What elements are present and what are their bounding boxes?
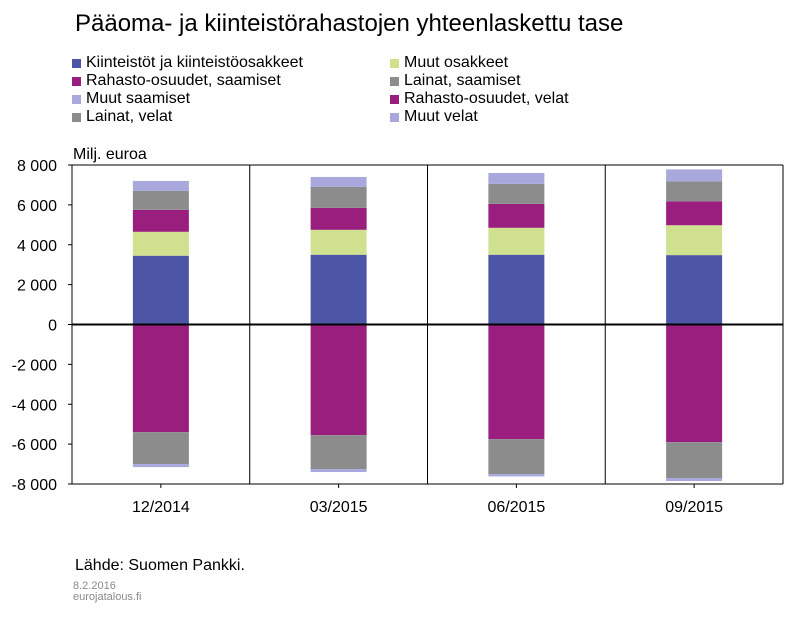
bar-segment [488,183,545,204]
legend-item: Lainat, velat [72,108,172,126]
source-note: Lähde: Suomen Pankki. [75,557,245,574]
bar-segment [488,439,545,475]
legend-swatch [390,58,399,68]
y-tick-label: 0 [48,318,57,335]
legend-label: Muut saamiset [86,90,191,107]
bar-segment [666,201,723,226]
bar-segment [666,324,723,443]
legend-swatch [72,112,81,122]
y-axis-label: Milj. euroa [73,146,147,163]
x-tick-label: 06/2015 [487,499,545,516]
bar-segment [488,172,545,184]
chart-title: Pääoma- ja kiinteistörahastojen yhteenla… [75,10,624,37]
x-tick-label: 12/2014 [132,499,190,516]
bar-segment [310,186,367,208]
bar-segment [666,225,723,256]
legend-swatch [72,94,81,104]
y-tick-label: -8 000 [12,477,57,494]
legend-label: Rahasto-osuudet, saamiset [86,72,281,89]
legend-label: Rahasto-osuudet, velat [404,90,569,107]
bar-segment [310,207,367,230]
legend-swatch [72,58,81,68]
bar-segment [488,227,545,255]
bar-segment [132,209,189,232]
y-tick-label: -6 000 [12,437,57,454]
bar-segment [132,231,189,256]
y-tick-label: -4 000 [12,397,57,414]
legend-item: Lainat, saamiset [390,72,521,90]
legend-swatch [390,76,399,86]
legend-label: Muut velat [404,108,478,125]
bar-segment [488,324,545,440]
legend-swatch [390,112,399,122]
legend-item: Muut velat [390,108,478,126]
legend-item: Kiinteistöt ja kiinteistöosakkeet [72,54,303,72]
legend-label: Muut osakkeet [404,54,509,71]
y-tick-label: -2 000 [12,357,57,374]
bar-segment [310,435,367,470]
legend-item: Rahasto-osuudet, saamiset [72,72,281,90]
bar-segment [310,324,367,436]
bar-segment [488,203,545,228]
legend-label: Lainat, saamiset [404,72,521,89]
y-tick-label: 6 000 [17,198,57,215]
y-tick-label: 2 000 [17,278,57,295]
x-tick-label: 03/2015 [310,499,368,516]
x-tick-label: 09/2015 [665,499,723,516]
legend-swatch [390,94,399,104]
bar-segment [666,478,723,482]
legend-swatch [72,76,81,86]
bar-segment [310,229,367,255]
bar-segment [132,432,189,465]
footer-site: eurojatalous.fi [73,591,142,603]
legend-label: Lainat, velat [86,108,173,125]
bar-segment [488,254,545,325]
y-tick-label: 8 000 [17,158,57,175]
bar-segment [666,169,723,182]
legend-label: Kiinteistöt ja kiinteistöosakkeet [86,54,303,71]
legend-item: Muut saamiset [72,90,190,108]
footer-date: 8.2.2016 [73,580,116,592]
bar-segment [666,181,723,202]
bar-segment [666,442,723,479]
bar-segment [666,255,723,325]
bar-segment [132,324,189,433]
bar-segment [310,254,367,325]
legend-item: Muut osakkeet [390,54,508,72]
bar-segment [488,474,545,477]
bar-segment [132,255,189,325]
y-tick-label: 4 000 [17,238,57,255]
bar-segment [132,464,189,468]
bar-segment [310,469,367,473]
bar-segment [132,180,189,191]
bar-segment [132,190,189,210]
bar-segment [310,176,367,187]
legend-item: Rahasto-osuudet, velat [390,90,569,108]
